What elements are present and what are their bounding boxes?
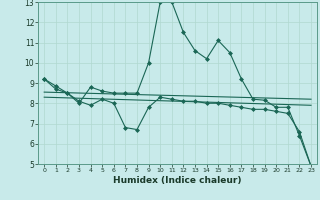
X-axis label: Humidex (Indice chaleur): Humidex (Indice chaleur) [113, 176, 242, 185]
